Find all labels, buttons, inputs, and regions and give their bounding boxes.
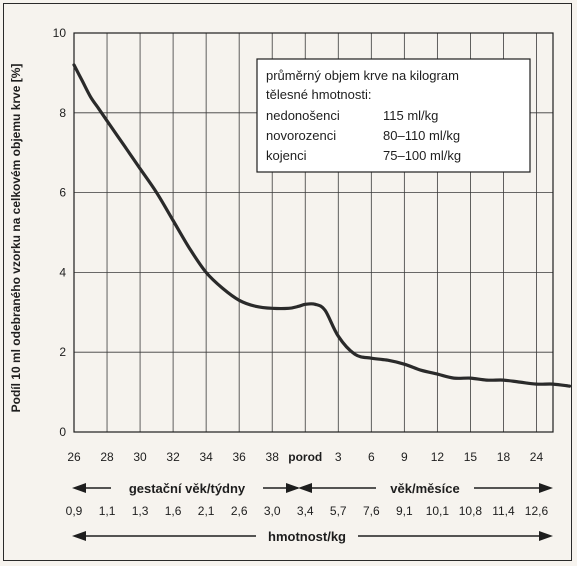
x-tick-label: 24 (530, 450, 544, 464)
weight-tick-label: 1,6 (165, 504, 182, 518)
figure-frame (3, 3, 572, 561)
y-tick-label: 10 (53, 26, 67, 40)
weight-tick-label: 1,1 (99, 504, 116, 518)
legend-row-label: nedonošenci (266, 108, 340, 123)
x-tick-label: 30 (133, 450, 147, 464)
x-tick-label: 26 (67, 450, 81, 464)
weight-tick-label: 7,6 (363, 504, 380, 518)
weight-label: hmotnost/kg (268, 529, 346, 544)
legend-row-label: kojenci (266, 148, 307, 163)
legend-row-value: 80–110 ml/kg (383, 128, 460, 143)
y-tick-label: 8 (59, 106, 66, 120)
weight-tick-label: 3,4 (297, 504, 314, 518)
y-tick-label: 4 (59, 265, 66, 279)
y-tick-label: 0 (59, 425, 66, 439)
weight-tick-label: 10,8 (459, 504, 483, 518)
y-tick-label: 6 (59, 186, 66, 200)
x-tick-label: 12 (431, 450, 445, 464)
x-tick-label: 15 (464, 450, 478, 464)
x-tick-label: 18 (497, 450, 511, 464)
age-months-label: věk/měsíce (390, 481, 459, 496)
x-tick-label: 28 (100, 450, 114, 464)
legend-title-line2: tělesné hmotnosti: (266, 87, 372, 102)
weight-tick-labels: 0,9 1,1 1,3 1,6 2,1 2,6 3,0 3,4 5,7 7,6 9,1 10,1 10,… (66, 504, 549, 518)
x-tick-label: 38 (266, 450, 280, 464)
legend-title-line1: průměrný objem krve na kilogram (266, 68, 459, 83)
weight-tick-label: 0,9 (66, 504, 83, 518)
legend-box: průměrný objem krve na kilogram tělesné … (256, 58, 531, 173)
legend-row-value: 115 ml/kg (383, 108, 438, 123)
weight-tick-label: 2,1 (198, 504, 215, 518)
x-tick-label: 9 (401, 450, 408, 464)
x-tick-label: 32 (166, 450, 180, 464)
gestational-age-label: gestační věk/týdny (129, 481, 246, 496)
data-series-line (72, 63, 572, 388)
weight-tick-label: 10,1 (426, 504, 450, 518)
x-tick-label: porod (288, 450, 322, 464)
weight-tick-label: 5,7 (330, 504, 347, 518)
weight-tick-label: 2,6 (231, 504, 248, 518)
y-axis-label: Podíl 10 ml odebraného vzorku na celkové… (9, 64, 23, 413)
y-tick-labels: 0 2 4 6 8 10 (53, 26, 67, 439)
weight-tick-label: 12,6 (525, 504, 549, 518)
x-tick-label: 34 (199, 450, 213, 464)
x-tick-labels: 26 28 30 32 34 36 38 porod 3 6 9 12 15 18 24 (67, 450, 543, 464)
legend-row-label: novorozenci (266, 128, 336, 143)
y-tick-label: 2 (59, 345, 66, 359)
x-tick-label: 36 (232, 450, 246, 464)
legend-row-value: 75–100 ml/kg (383, 148, 461, 163)
x-tick-label: 3 (335, 450, 342, 464)
weight-tick-label: 3,0 (264, 504, 281, 518)
weight-tick-label: 11,4 (492, 504, 515, 518)
weight-tick-label: 9,1 (396, 504, 413, 518)
plot-border (73, 32, 554, 433)
weight-tick-label: 1,3 (132, 504, 149, 518)
x-tick-label: 6 (368, 450, 375, 464)
